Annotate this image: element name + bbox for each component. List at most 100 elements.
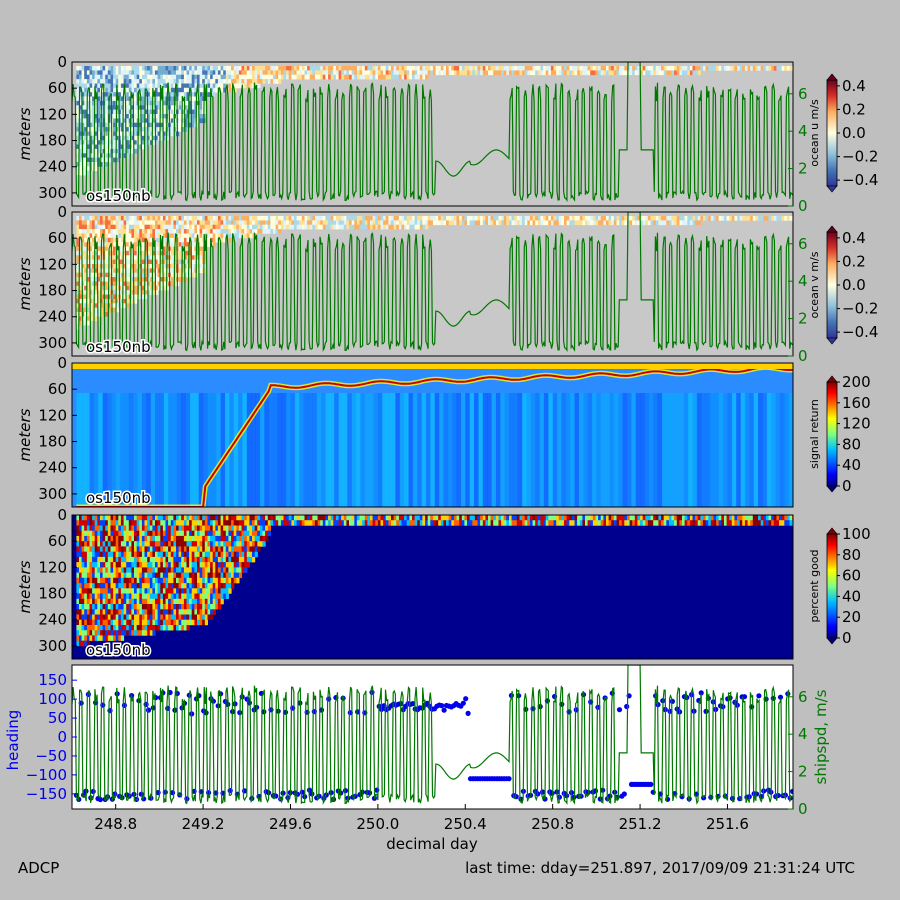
heatmap-cell: [181, 535, 185, 542]
heatmap-cell: [265, 515, 269, 521]
heatmap-cell: [81, 100, 85, 106]
heatmap-cell: [107, 144, 111, 150]
heatmap-cell: [92, 237, 96, 243]
heatmap-cell: [252, 66, 256, 71]
heatmap-cell: [76, 593, 80, 599]
heatmap-cell: [212, 593, 216, 599]
heatmap-cell: [110, 614, 114, 620]
heatmap-cell: [168, 546, 172, 552]
heatmap-cell: [144, 92, 148, 97]
heatmap-cell: [398, 220, 403, 226]
heatmap-cell: [79, 242, 83, 247]
heatmap-cell: [144, 242, 148, 247]
heatmap-cell: [86, 285, 91, 291]
heatmap-cell: [548, 220, 552, 226]
heatmap-cell: [157, 122, 161, 128]
heatmap-cell: [173, 229, 177, 234]
heatmap-cell: [372, 220, 376, 226]
heatmap-cell: [579, 220, 583, 226]
heatmap-cell: [126, 255, 130, 260]
heatmap-cell: [199, 114, 203, 119]
heatmap-cell: [131, 298, 135, 304]
heatmap-cell: [176, 562, 180, 568]
heatmap-cell: [207, 583, 211, 589]
heatmap-cell: [105, 220, 109, 226]
heatmap-cell: [94, 530, 98, 537]
heatmap-cell: [370, 515, 374, 521]
heatmap-cell: [141, 277, 146, 282]
heatmap-cell: [191, 79, 195, 84]
heatmap-cell: [564, 220, 568, 226]
heatmap-cell: [162, 229, 167, 234]
heatmap-cell: [178, 272, 182, 278]
heatmap-cell: [498, 70, 502, 76]
heatmap-cell: [84, 320, 88, 326]
heatmap-cell: [377, 515, 382, 521]
heatmap-cell: [493, 515, 497, 521]
heatmap-cell: [191, 114, 195, 119]
heatmap-cell: [176, 79, 180, 84]
heatmap-cell: [288, 216, 292, 221]
heatmap-cell: [540, 520, 544, 526]
heatmap-cell: [81, 237, 85, 243]
heatmap-cell: [338, 515, 342, 521]
heatmap-column: [618, 393, 623, 507]
heatmap-cell: [120, 567, 125, 573]
heatmap-cell: [84, 170, 88, 176]
heatmap-cell: [548, 70, 552, 76]
heatmap-cell: [516, 515, 520, 521]
heatmap-cell: [160, 515, 164, 521]
heatmap-cell: [296, 515, 300, 521]
heatmap-cell: [301, 224, 305, 230]
heatmap-cell: [236, 572, 240, 579]
heatmap-cell: [210, 224, 214, 230]
heatmap-cell: [417, 224, 421, 230]
heatmap-cell: [147, 105, 151, 110]
heatmap-column: [290, 393, 296, 507]
heatmap-cell: [81, 535, 85, 542]
heatmap-cell: [786, 216, 791, 221]
heatmap-cell: [86, 298, 91, 304]
heatmap-cell: [89, 312, 93, 317]
heatmap-cell: [84, 577, 88, 584]
heatmap-cell: [204, 609, 208, 615]
heatmap-cell: [100, 153, 104, 158]
heatmap-cell: [341, 220, 345, 226]
heatmap-cell: [160, 535, 164, 542]
heatmap-cell: [76, 118, 80, 124]
heatmap-cell: [375, 520, 379, 526]
heatmap-cell: [79, 122, 83, 128]
heatmap-cell: [540, 216, 544, 221]
heatmap-cell: [141, 83, 146, 89]
heatmap-cell: [84, 316, 88, 322]
heatmap-cell: [238, 567, 243, 573]
heatmap-cell: [585, 70, 589, 76]
heatmap-cell: [128, 567, 132, 573]
heatmap-cell: [131, 535, 135, 542]
heatmap-cell: [183, 105, 188, 110]
heatmap-cell: [149, 609, 153, 615]
heatmap-cell: [223, 83, 227, 89]
heatmap-cell: [123, 216, 127, 221]
heatmap-cell: [176, 66, 180, 71]
heatmap-cell: [183, 541, 188, 547]
heatmap-cell: [126, 70, 130, 76]
heatmap-cell: [231, 551, 235, 558]
heatmap-cell: [155, 290, 159, 295]
heatmap-cell: [141, 233, 146, 239]
heatmap-cell: [178, 122, 182, 128]
heatmap-cell: [254, 79, 258, 84]
heatmap-cell: [259, 216, 264, 221]
heatmap-cell: [183, 66, 188, 71]
heatmap-cell: [128, 604, 132, 610]
heatmap-cell: [97, 229, 101, 234]
heatmap-cell: [147, 220, 151, 226]
heatmap-cell: [152, 551, 156, 558]
heatmap-cell: [105, 83, 109, 89]
heatmap-column: [342, 393, 348, 507]
heatmap-cell: [212, 609, 216, 615]
heatmap-cell: [220, 520, 224, 526]
heatmap-cell: [469, 520, 473, 526]
heatmap-cell: [157, 216, 161, 221]
heatmap-cell: [168, 70, 172, 76]
